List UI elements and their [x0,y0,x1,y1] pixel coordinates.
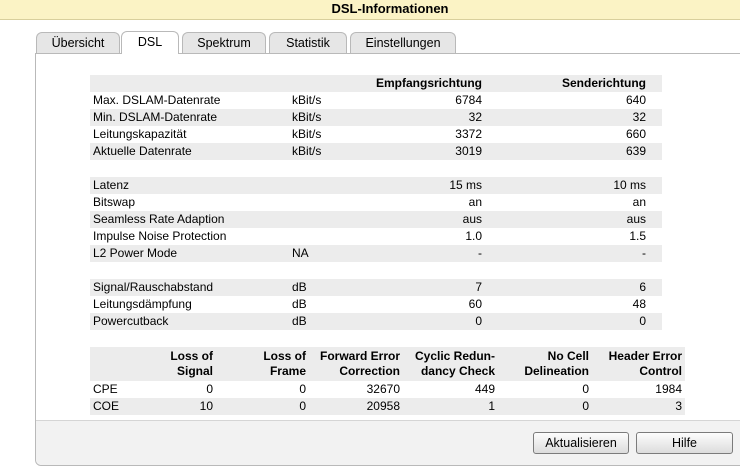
column-header: No Cell Delineation [524,349,589,378]
column-header: Cyclic Redun- dancy Check [414,349,495,378]
tab[interactable]: Übersicht [36,32,120,53]
error-count: 0 [299,382,306,396]
value-downstream: 3019 [455,144,482,158]
error-count: 1 [488,399,495,413]
value-downstream: an [468,195,482,209]
value-upstream: 639 [625,144,646,158]
table-row: Bitswap an an [90,194,662,211]
table-row: Signal/Rauschabstand dB 7 6 [90,279,662,296]
table-row: Impulse Noise Protection 1.0 1.5 [90,228,662,245]
row-label: Signal/Rauschabstand [93,280,214,294]
table-row: L2 Power Mode NA - - [90,245,662,262]
row-label: Latenz [93,178,130,192]
table-row: Min. DSLAM-Datenrate kBit/s 32 32 [90,109,662,126]
error-count: 3 [675,399,682,413]
row-label: Seamless Rate Adaption [93,212,225,226]
unit: dB [292,297,307,311]
table-row: COE 10 0 20958 1 0 3 [90,398,685,415]
tab[interactable]: DSL [121,31,179,54]
row-label: Powercutback [93,314,169,328]
column-header: Empfangsrichtung [375,76,482,90]
table-row [90,160,662,177]
row-label: Max. DSLAM-Datenrate [93,93,221,107]
row-label: Leitungsdämpfung [93,297,192,311]
row-label: Min. DSLAM-Datenrate [93,110,218,124]
table-row: Latenz 15 ms 10 ms [90,177,662,194]
value-downstream: 3372 [455,127,482,141]
value-upstream: 1.5 [629,229,646,243]
error-count: 0 [582,382,589,396]
button-bar [36,420,740,465]
value-downstream: 1.0 [465,229,482,243]
value-downstream: aus [462,212,482,226]
value-downstream: 0 [475,314,482,328]
row-label: Aktuelle Datenrate [93,144,192,158]
error-count: 10 [199,399,213,413]
table-row: Powercutback dB 0 0 [90,313,662,330]
error-count: 0 [299,399,306,413]
button[interactable]: Hilfe [636,432,733,454]
table-row [90,262,662,279]
unit: kBit/s [292,144,322,158]
row-label: Bitswap [93,195,136,209]
column-header: Header Error Control [608,349,682,378]
unit: NA [292,246,309,260]
error-count: 0 [206,382,213,396]
unit: dB [292,280,307,294]
error-count: 1984 [655,382,682,396]
value-upstream: 6 [639,280,646,294]
tab[interactable]: Statistik [269,32,347,53]
value-upstream: 10 ms [613,178,646,192]
page-title: DSL-Informationen [331,1,449,16]
tab[interactable]: Spektrum [182,32,266,53]
value-upstream: aus [626,212,646,226]
table-row: Empfangsrichtung Senderichtung [90,75,662,92]
unit: dB [292,314,307,328]
error-count: 20958 [366,399,400,413]
unit: kBit/s [292,93,322,107]
table-row: Seamless Rate Adaption aus aus [90,211,662,228]
value-upstream: - [642,246,646,260]
value-upstream: 48 [632,297,646,311]
column-header: Loss of Frame [263,349,306,378]
value-downstream: 15 ms [449,178,482,192]
value-upstream: 0 [639,314,646,328]
column-header: Loss of Signal [170,349,213,378]
value-upstream: an [632,195,646,209]
table-row: Aktuelle Datenrate kBit/s 3019 639 [90,143,662,160]
title-bar [0,0,740,20]
row-label: Leitungskapazität [93,127,187,141]
column-header: Forward Error Correction [319,349,400,378]
error-count: 449 [474,382,495,396]
tab[interactable]: Einstellungen [350,32,456,53]
button[interactable]: Aktualisieren [533,432,629,454]
value-downstream: 60 [468,297,482,311]
value-downstream: 6784 [455,93,482,107]
row-label: L2 Power Mode [93,246,178,260]
table-row: Leitungsdämpfung dB 60 48 [90,296,662,313]
row-label: Impulse Noise Protection [93,229,227,243]
value-upstream: 32 [632,110,646,124]
value-downstream: 32 [468,110,482,124]
value-upstream: 660 [625,127,646,141]
error-count: 0 [582,399,589,413]
unit: kBit/s [292,127,322,141]
value-downstream: 7 [475,280,482,294]
unit: kBit/s [292,110,322,124]
table-row: Leitungskapazität kBit/s 3372 660 [90,126,662,143]
column-header: Senderichtung [561,76,646,90]
table-header-row: Loss of Signal Loss of Frame Forward Error… [90,347,685,381]
value-upstream: 640 [625,93,646,107]
row-label: CPE [93,382,118,396]
error-count: 32670 [366,382,400,396]
table-row: Max. DSLAM-Datenrate kBit/s 6784 640 [90,92,662,109]
value-downstream: - [478,246,482,260]
row-label: COE [93,399,120,413]
table-row: CPE 0 0 32670 449 0 1984 [90,381,685,398]
